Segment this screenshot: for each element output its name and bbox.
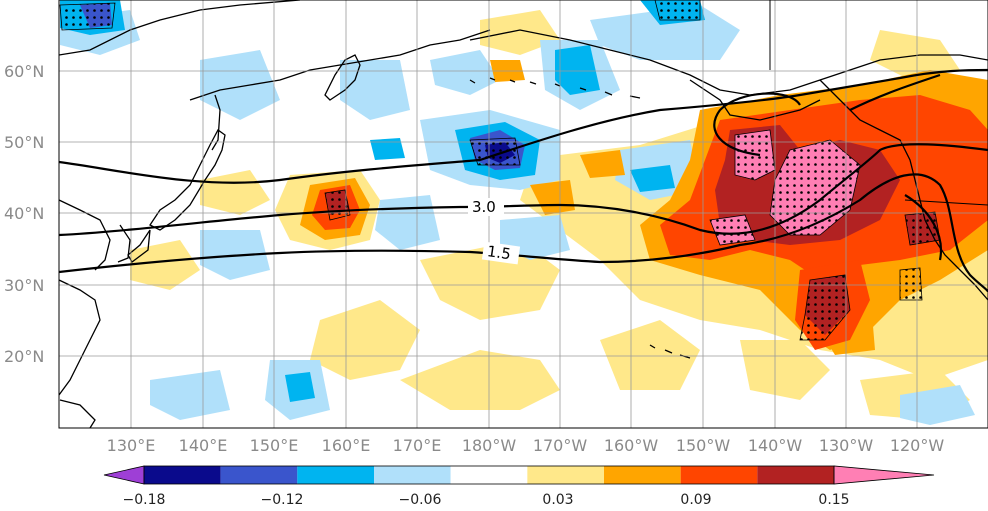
lon-label-130e: 130°E — [107, 436, 156, 455]
colorbar-segments — [103, 465, 935, 485]
colorbar-segment — [297, 466, 374, 484]
colorbar-segment — [680, 466, 758, 484]
jet-contours — [59, 68, 988, 293]
colorbar-tick-neg006: −0.06 — [399, 492, 442, 508]
colorbar-segment — [450, 466, 528, 484]
colorbar-extend-min — [103, 465, 145, 485]
lat-label-40n: 40°N — [4, 204, 44, 223]
contour-1-5 — [59, 173, 988, 293]
lat-label-50n: 50°N — [4, 133, 44, 152]
lon-label-120w: 120°W — [890, 436, 945, 455]
contour-outer-north — [59, 68, 988, 184]
colorbar-segment — [220, 466, 298, 484]
lat-label-60n: 60°N — [4, 62, 44, 81]
contour-3-0 — [59, 143, 988, 237]
latitude-labels: 60°N 50°N 40°N 30°N 20°N — [4, 62, 44, 366]
colorbar-frame — [143, 465, 835, 485]
longitude-labels: 130°E 140°E 150°E 160°E 170°E 180°W 170°… — [107, 436, 945, 455]
lon-label-140e: 140°E — [179, 436, 228, 455]
colorbar-tick-neg012: −0.12 — [261, 492, 304, 508]
gridlines — [59, 0, 988, 428]
lon-label-170e: 170°E — [393, 436, 442, 455]
lon-label-160w: 160°W — [604, 436, 659, 455]
colorbar-segment — [144, 466, 221, 484]
lon-label-160e: 160°E — [322, 436, 371, 455]
lon-label-180w: 180°W — [462, 436, 517, 455]
colorbar-segment — [757, 466, 834, 484]
map-area: 3.0 1.5 — [59, 0, 988, 428]
contour-label-3-0: 3.0 — [472, 198, 496, 216]
lon-label-170w: 170°W — [533, 436, 588, 455]
lon-label-140w: 140°W — [748, 436, 803, 455]
significance-stippling — [59, 0, 941, 341]
colorbar-tick-015: 0.15 — [818, 492, 849, 508]
contour-label-1-5: 1.5 — [486, 242, 512, 263]
colorbar-tick-003: 0.03 — [542, 492, 573, 508]
contour-north-loop — [713, 92, 801, 157]
colorbar-tick-neg018: −0.18 — [123, 492, 166, 508]
colorbar: −0.18 −0.12 −0.06 0.03 0.09 0.15 — [103, 465, 935, 508]
colorbar-ticks: −0.18 −0.12 −0.06 0.03 0.09 0.15 — [123, 492, 850, 508]
colorbar-extend-max — [833, 465, 935, 485]
colorbar-segment — [527, 466, 604, 484]
lon-label-150e: 150°E — [250, 436, 299, 455]
lon-label-130w: 130°W — [819, 436, 874, 455]
coastlines — [59, 0, 988, 428]
lat-label-20n: 20°N — [4, 347, 44, 366]
colorbar-tick-009: 0.09 — [680, 492, 711, 508]
map-frame — [58, 0, 988, 429]
lat-label-30n: 30°N — [4, 276, 44, 295]
lon-label-150w: 150°W — [676, 436, 731, 455]
colorbar-segment — [604, 466, 681, 484]
colorbar-segment — [374, 466, 451, 484]
